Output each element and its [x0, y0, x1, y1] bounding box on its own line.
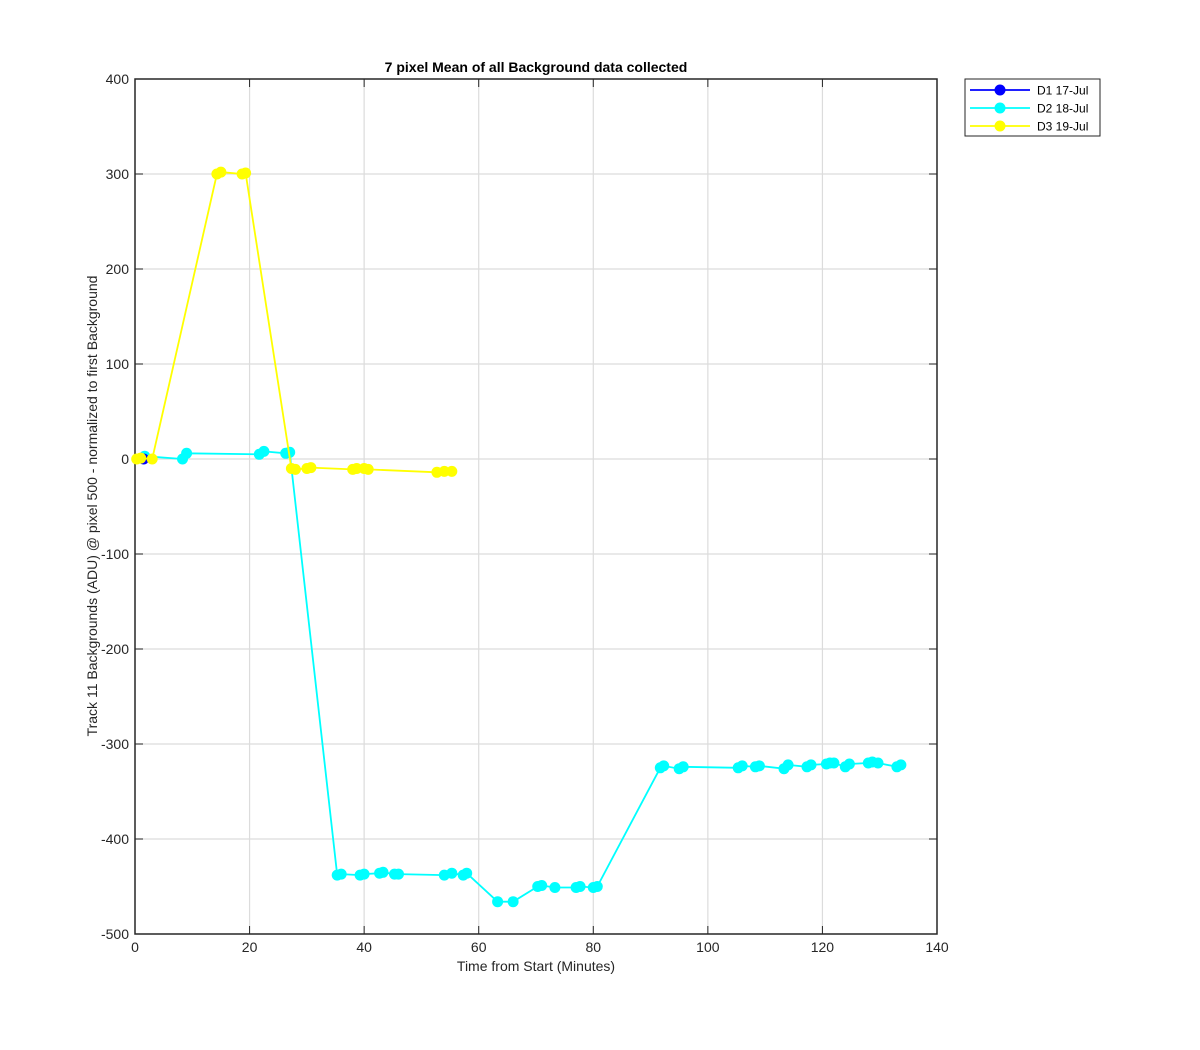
data-point	[393, 868, 404, 880]
data-point	[358, 868, 370, 880]
series-3	[131, 166, 458, 478]
data-point	[461, 867, 473, 879]
legend-marker-1	[994, 84, 1006, 96]
data-point	[135, 452, 147, 464]
data-point	[146, 453, 158, 465]
x-tick-label: 0	[131, 939, 139, 955]
data-point	[805, 759, 817, 771]
data-point	[536, 880, 548, 891]
data-point	[782, 759, 794, 771]
data-point	[335, 868, 347, 880]
x-tick-label: 40	[356, 939, 372, 955]
plot-area-frame	[134, 78, 938, 935]
axis-ticks: 0 20 40 60 80 100 120 140 -500 -400 -300 -200 -100 0 1…	[101, 71, 949, 955]
data-point	[753, 760, 765, 772]
data-point	[658, 760, 670, 772]
data-point	[843, 758, 855, 770]
y-tick-label: 200	[106, 261, 130, 277]
legend-label-3: D3 19-Jul	[1037, 120, 1088, 134]
data-point	[574, 881, 586, 892]
x-tick-label: 100	[696, 939, 720, 955]
data-point	[258, 445, 270, 457]
data-point	[215, 166, 227, 178]
grid-lines	[135, 79, 937, 934]
x-tick-label: 20	[242, 939, 258, 955]
data-point	[736, 760, 748, 772]
data-point	[492, 896, 504, 908]
x-axis-label: Time from Start (Minutes)	[457, 958, 615, 974]
y-tick-label: -100	[101, 546, 129, 562]
y-tick-label: 300	[106, 166, 130, 182]
y-tick-label: -200	[101, 641, 129, 657]
data-point	[591, 881, 603, 892]
series-2	[139, 445, 907, 908]
data-point	[289, 463, 301, 475]
legend: D1 17-Jul D2 18-Jul D3 19-Jul	[964, 78, 1101, 137]
y-tick-label: 0	[121, 451, 129, 467]
data-point	[362, 463, 374, 475]
data-point	[181, 447, 193, 459]
data-point	[446, 465, 458, 477]
data-point	[240, 167, 252, 179]
chart-title: 7 pixel Mean of all Background data coll…	[385, 59, 688, 75]
series-line	[136, 171, 452, 474]
legend-marker-3	[994, 120, 1006, 132]
x-tick-label: 60	[471, 939, 487, 955]
y-tick-label: 100	[106, 356, 130, 372]
data-point	[828, 757, 840, 769]
data-point	[549, 882, 561, 893]
y-tick-label: -300	[101, 736, 129, 752]
legend-label-1: D1 17-Jul	[1037, 84, 1088, 98]
x-tick-label: 140	[925, 939, 949, 955]
y-tick-label: -400	[101, 831, 129, 847]
y-axis-label: Track 11 Backgrounds (ADU) @ pixel 500 -…	[84, 276, 100, 737]
data-point	[872, 757, 884, 769]
x-tick-label: 120	[811, 939, 835, 955]
data-series	[131, 166, 907, 908]
legend-label-2: D2 18-Jul	[1037, 102, 1088, 116]
data-point	[446, 867, 458, 879]
data-point	[677, 761, 689, 773]
data-point	[507, 896, 519, 908]
data-point	[895, 759, 907, 771]
data-point	[377, 866, 389, 878]
data-point	[305, 462, 317, 474]
legend-marker-2	[994, 102, 1006, 114]
y-tick-label: -500	[101, 926, 129, 942]
y-tick-label: 400	[106, 71, 130, 87]
x-tick-label: 80	[585, 939, 601, 955]
